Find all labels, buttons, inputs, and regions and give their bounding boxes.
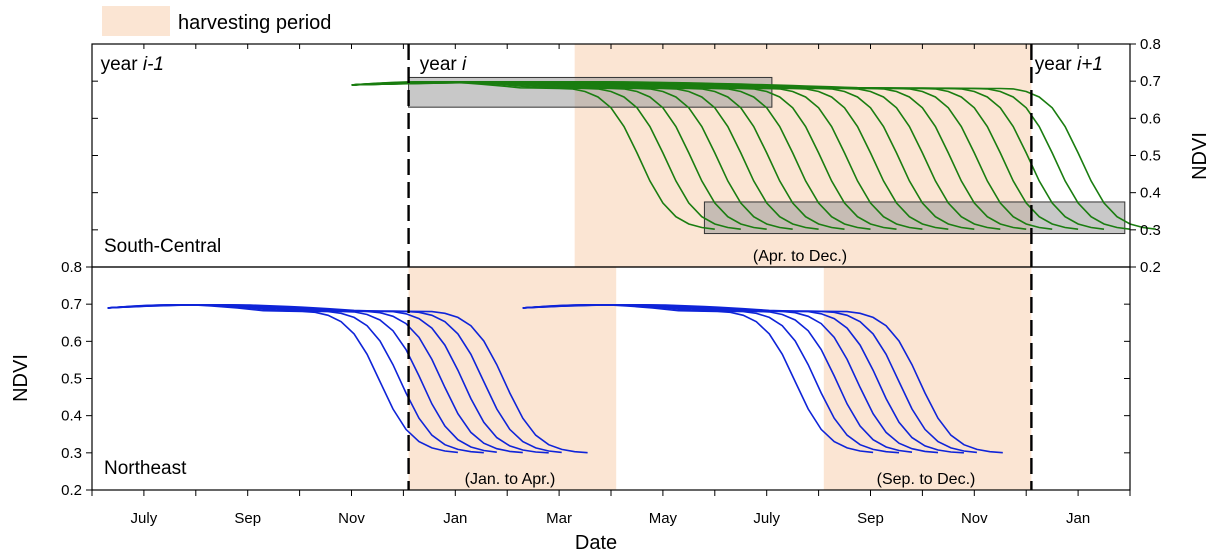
x-tick-label-1: Sep [234,510,261,527]
top-y-tick-label-2: 0.4 [1140,185,1161,202]
top-y-tick-label-4: 0.6 [1140,110,1161,127]
top-y-tick-label-1: 0.3 [1140,222,1161,239]
panel-label-northeast: Northeast [104,458,187,479]
south-central-curve-17 [351,81,1157,230]
x-tick-label-7: Sep [857,510,884,527]
bottom-y-tick-label-1: 0.3 [61,445,82,462]
legend: harvesting period [102,6,331,36]
x-axis-title: Date [575,532,617,554]
axis-ticks: 0.2 0.3 0.4 0.5 0.6 0.7 0.8 0.2 0.3 0.4 0.5 0.6 0.7 0… [61,36,1161,527]
legend-label: harvesting period [178,12,331,34]
y-axis-title-right: NDVI [1189,132,1211,180]
x-tick-label-9: Jan [1066,510,1090,527]
x-tick-label-2: Nov [338,510,365,527]
year-labels: year i-1 year i year i+1 [101,54,1103,75]
year-boundaries [407,44,1033,490]
ndvi-curves [107,81,1157,454]
x-tick-label-0: July [131,510,158,527]
northeast-curve-0-0 [107,303,458,454]
top-y-tick-label-5: 0.7 [1140,73,1161,90]
x-tick-label-6: July [753,510,780,527]
x-tick-label-4: Mar [546,510,572,527]
year-label-1: year i [420,54,467,75]
annotation-apr-dec: (Apr. to Dec.) [753,248,847,265]
bottom-y-tick-label-5: 0.7 [61,296,82,313]
annotation-jan-apr: (Jan. to Apr.) [465,471,556,488]
northeast-curve-1-6 [522,304,1003,454]
x-tick-label-8: Nov [961,510,988,527]
harvest-band-northeast-0 [408,267,617,490]
year-label-0: year i-1 [101,54,164,75]
top-y-tick-label-0: 0.2 [1140,259,1161,276]
harvest-band-northeast-1 [823,267,1032,490]
bottom-y-tick-label-2: 0.4 [61,408,82,425]
bottom-y-tick-label-0: 0.2 [61,482,82,499]
x-tick-label-5: May [649,510,678,527]
year-label-2: year i+1 [1035,54,1103,75]
bottom-y-tick-label-4: 0.6 [61,333,82,350]
top-y-tick-label-6: 0.8 [1140,36,1161,53]
northeast-curve-0-6 [107,304,588,454]
bottom-y-tick-label-6: 0.8 [61,259,82,276]
bottom-y-tick-label-3: 0.5 [61,371,82,388]
y-axis-title-left: NDVI [10,354,32,402]
x-tick-label-3: Jan [443,510,467,527]
annotation-sep-dec: (Sep. to Dec.) [877,471,976,488]
top-y-tick-label-3: 0.5 [1140,148,1161,165]
legend-swatch [102,6,170,36]
panel-label-south-central: South-Central [104,236,221,257]
